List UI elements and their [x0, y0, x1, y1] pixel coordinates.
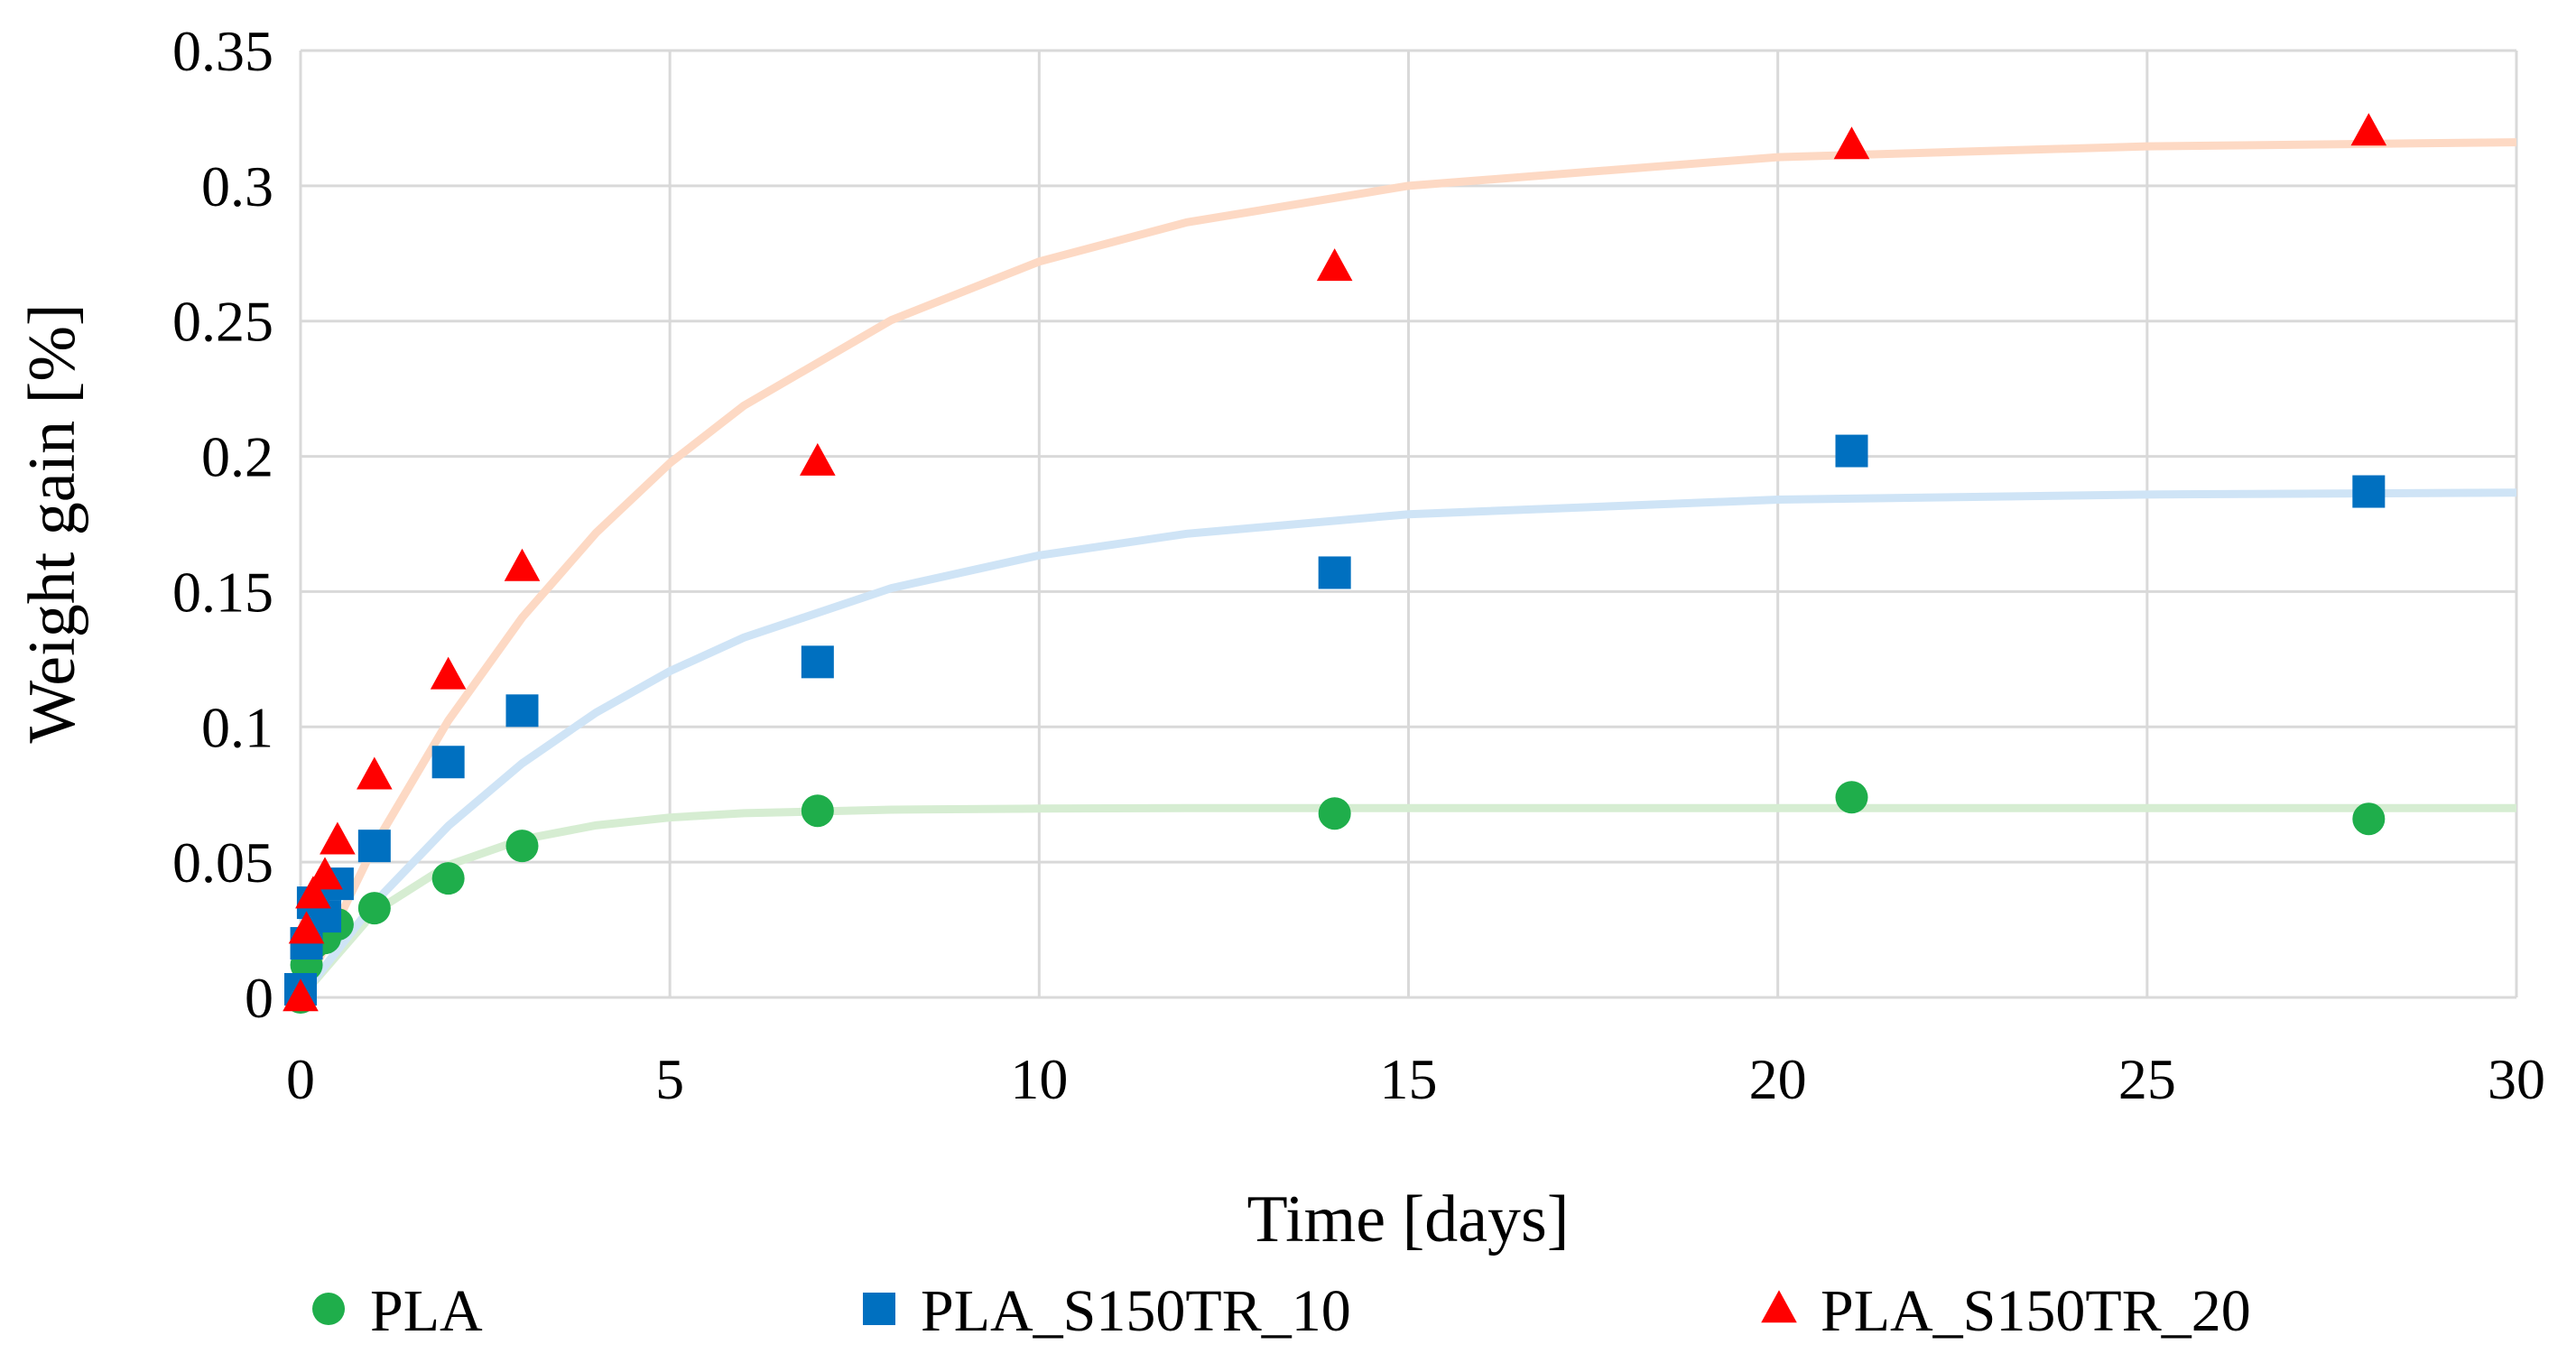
x-axis-label: Time [days]: [1247, 1182, 1570, 1256]
data-point: [283, 978, 319, 1012]
data-point: [2350, 113, 2387, 146]
y-tick-label: 0.2: [201, 425, 273, 489]
legend-label: PLA_S150TR_10: [921, 1278, 1351, 1344]
legend-marker: [312, 1293, 345, 1325]
legend-label: PLA: [370, 1278, 483, 1344]
data-point: [357, 892, 391, 925]
data-point: [320, 821, 356, 855]
x-tick-label: 10: [1010, 1047, 1068, 1111]
data-point: [1835, 781, 1868, 814]
data-point: [1316, 248, 1353, 282]
data-point: [505, 830, 539, 863]
x-tick-label: 25: [2118, 1047, 2176, 1111]
y-tick-label: 0.35: [172, 19, 273, 83]
y-tick-label: 0: [245, 966, 273, 1030]
legend-label: PLA_S150TR_20: [1821, 1278, 2251, 1344]
data-point: [1833, 126, 1870, 160]
legend-marker: [1761, 1290, 1797, 1323]
legend-marker: [863, 1293, 895, 1325]
data-point: [357, 756, 393, 790]
data-point: [431, 746, 465, 779]
y-tick-label: 0.05: [172, 830, 273, 895]
data-point: [357, 830, 391, 863]
x-tick-label: 0: [286, 1047, 315, 1111]
trend-line: [297, 488, 2517, 1000]
data-point: [1318, 556, 1351, 589]
data-point: [307, 857, 343, 890]
data-point: [431, 862, 465, 895]
x-tick-label: 5: [655, 1047, 684, 1111]
y-tick-label: 0.25: [172, 290, 273, 354]
y-tick-label: 0.15: [172, 560, 273, 624]
data-point: [288, 911, 325, 944]
data-point: [504, 548, 541, 581]
x-tick-label: 15: [1380, 1047, 1438, 1111]
data-point: [801, 645, 834, 679]
data-point: [505, 694, 539, 728]
data-point: [295, 876, 331, 909]
y-axis-label: Weight gain [%]: [15, 303, 89, 743]
data-point: [800, 442, 836, 476]
x-tick-label: 20: [1749, 1047, 1807, 1111]
data-point: [1835, 434, 1868, 468]
data-point: [2352, 802, 2386, 836]
data-point: [430, 656, 467, 690]
data-point: [2352, 475, 2386, 508]
data-point: [1318, 797, 1351, 830]
y-tick-label: 0.3: [201, 154, 273, 218]
y-tick-label: 0.1: [201, 695, 273, 759]
data-point: [801, 794, 834, 828]
x-tick-label: 30: [2488, 1047, 2545, 1111]
trend-line: [296, 138, 2517, 999]
